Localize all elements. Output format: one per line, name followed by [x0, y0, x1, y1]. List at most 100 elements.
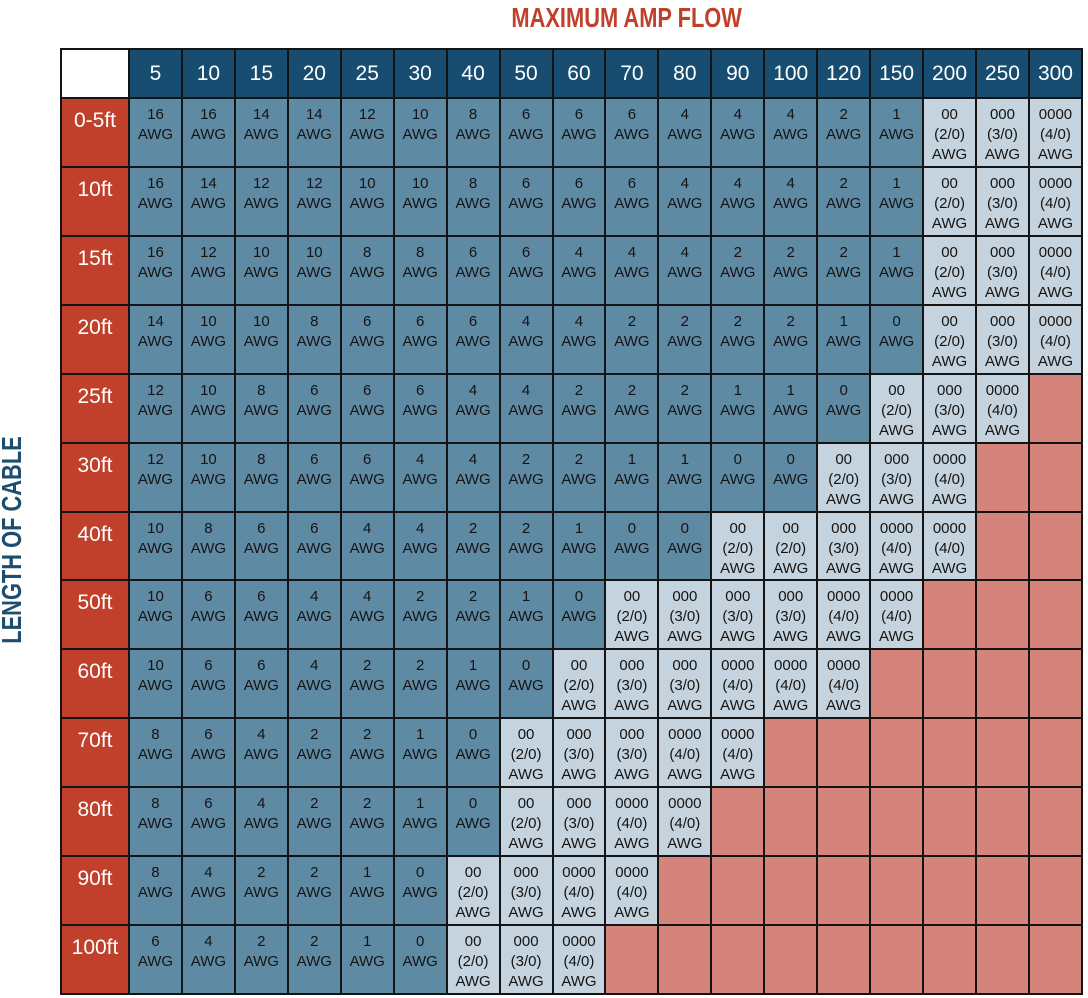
gauge-label: 00 (2/0) AWG: [931, 243, 968, 301]
gauge-cell: 6 AWG: [392, 372, 448, 444]
gauge-label: 6 AWG: [137, 933, 174, 971]
length-header-cell: 80ft: [60, 786, 130, 858]
gauge-label: 0 AWG: [826, 381, 862, 419]
gauge-label: 2 AWG: [773, 243, 809, 281]
gauge-label: 8 AWG: [349, 243, 385, 281]
gauge-cell: 2 AWG: [763, 303, 819, 375]
gauge-label: 8 AWG: [402, 243, 438, 281]
gauge-cell: 0000 (4/0) AWG: [604, 786, 660, 858]
gauge-cell: 10 AWG: [233, 303, 289, 375]
gauge-label: 000 (3/0) AWG: [614, 657, 650, 715]
gauge-cell: 4 AWG: [604, 234, 660, 306]
gauge-label: 00 (2/0) AWG: [614, 588, 650, 646]
gauge-cell: 0000 (4/0) AWG: [551, 924, 607, 995]
gauge-cell: 0 AWG: [498, 648, 554, 720]
gauge-label: 6 AWG: [243, 588, 279, 626]
gauge-label: 6 AWG: [614, 174, 650, 212]
length-header-cell: 30ft: [60, 441, 130, 513]
gauge-label: 2 AWG: [402, 588, 438, 626]
gauge-label: 1 AWG: [878, 243, 915, 281]
gauge-cell: 00 (2/0) AWG: [498, 786, 554, 858]
unavailable-cell: [1027, 924, 1084, 995]
table-row: 20ft 14 AWG 10 AWG 10 AWG 8 AWG 6 AWG 6 AWG 6 A…: [60, 303, 1084, 375]
gauge-label: 1 AWG: [402, 795, 438, 833]
gauge-label: 0000 (4/0) AWG: [878, 588, 915, 646]
gauge-cell: 6 AWG: [498, 165, 554, 237]
gauge-cell: 10 AWG: [180, 441, 236, 513]
gauge-label: 2 AWG: [243, 864, 279, 902]
unavailable-cell: [763, 717, 819, 789]
gauge-label: 6 AWG: [508, 243, 544, 281]
gauge-cell: 1 AWG: [445, 648, 501, 720]
gauge-cell: 00 (2/0) AWG: [498, 717, 554, 789]
gauge-label: 8 AWG: [296, 312, 332, 350]
gauge-cell: 000 (3/0) AWG: [604, 648, 660, 720]
gauge-cell: 0 AWG: [445, 717, 501, 789]
gauge-label: 0 AWG: [508, 657, 544, 695]
length-header-cell: 100ft: [60, 924, 130, 995]
unavailable-cell: [604, 924, 660, 995]
gauge-label: 0 AWG: [773, 450, 809, 488]
unavailable-cell: [975, 717, 1030, 789]
gauge-cell: 000 (3/0) AWG: [975, 303, 1030, 375]
unavailable-cell: [869, 786, 925, 858]
row-axis-title-text: LENGTH OF CABLE: [0, 436, 27, 644]
gauge-cell: 4 AWG: [180, 924, 236, 995]
gauge-label: 000 (3/0) AWG: [561, 795, 597, 853]
gauge-label: 0000 (4/0) AWG: [667, 726, 703, 784]
table-row: 10ft 16 AWG 14 AWG 12 AWG 12 AWG 10 AWG 10 AWG…: [60, 165, 1084, 237]
amp-header-cell: 100: [763, 48, 819, 99]
gauge-label: 10 AWG: [137, 519, 174, 557]
gauge-label: 12 AWG: [243, 174, 279, 212]
gauge-cell: 0000 (4/0) AWG: [657, 717, 713, 789]
gauge-label: 4 AWG: [773, 106, 809, 143]
table-body: 0-5ft 16 AWG 16 AWG 14 AWG 14 AWG 12 AWG 10 AW…: [60, 97, 1084, 995]
gauge-cell: 2 AWG: [392, 648, 448, 720]
gauge-cell: 4 AWG: [551, 303, 607, 375]
gauge-label: 2 AWG: [296, 933, 332, 971]
gauge-label: 6 AWG: [349, 312, 385, 350]
gauge-label: 0 AWG: [878, 312, 915, 350]
gauge-cell: 14 AWG: [233, 97, 289, 168]
gauge-cell: 0 AWG: [551, 579, 607, 651]
gauge-label: 2 AWG: [296, 726, 332, 764]
gauge-label: 6 AWG: [614, 106, 650, 143]
gauge-label: 1 AWG: [720, 381, 756, 419]
gauge-label: 000 (3/0) AWG: [773, 588, 809, 646]
gauge-cell: 2 AWG: [286, 786, 342, 858]
gauge-cell: 4 AWG: [763, 97, 819, 168]
gauge-cell: 1 AWG: [498, 579, 554, 651]
gauge-label: 4 AWG: [667, 106, 703, 143]
gauge-cell: 00 (2/0) AWG: [445, 855, 501, 927]
table-row: 90ft 8 AWG 4 AWG 2 AWG 2 AWG 1 AWG 0 AWG 00 (2/…: [60, 855, 1084, 927]
gauge-label: 16 AWG: [137, 174, 174, 212]
gauge-cell: 0000 (4/0) AWG: [975, 372, 1030, 444]
gauge-cell: 0000 (4/0) AWG: [869, 579, 925, 651]
gauge-label: 10 AWG: [243, 312, 279, 350]
length-header-cell: 15ft: [60, 234, 130, 306]
gauge-cell: 4 AWG: [445, 441, 501, 513]
gauge-label: 2 AWG: [561, 381, 597, 419]
gauge-label: 12 AWG: [137, 450, 174, 488]
gauge-label: 2 AWG: [349, 726, 385, 764]
gauge-cell: 2 AWG: [233, 855, 289, 927]
gauge-cell: 10 AWG: [339, 165, 395, 237]
gauge-cell: 1 AWG: [604, 441, 660, 513]
gauge-label: 4 AWG: [561, 312, 597, 350]
amp-header-cell: 30: [392, 48, 448, 99]
gauge-cell: 00 (2/0) AWG: [445, 924, 501, 995]
gauge-label: 0000 (4/0) AWG: [984, 381, 1021, 439]
length-header-cell: 40ft: [60, 510, 130, 582]
gauge-label: 10 AWG: [137, 657, 174, 695]
gauge-cell: 1 AWG: [869, 97, 925, 168]
gauge-cell: 6 AWG: [233, 510, 289, 582]
gauge-label: 0 AWG: [455, 726, 491, 764]
gauge-cell: 2 AWG: [445, 579, 501, 651]
gauge-cell: 6 AWG: [286, 372, 342, 444]
gauge-cell: 6 AWG: [339, 372, 395, 444]
gauge-cell: 4 AWG: [445, 372, 501, 444]
gauge-cell: 2 AWG: [657, 372, 713, 444]
table-row: 50ft 10 AWG 6 AWG 6 AWG 4 AWG 4 AWG 2 AWG 2 AWG…: [60, 579, 1084, 651]
gauge-label: 6 AWG: [561, 106, 597, 143]
unavailable-cell: [869, 924, 925, 995]
